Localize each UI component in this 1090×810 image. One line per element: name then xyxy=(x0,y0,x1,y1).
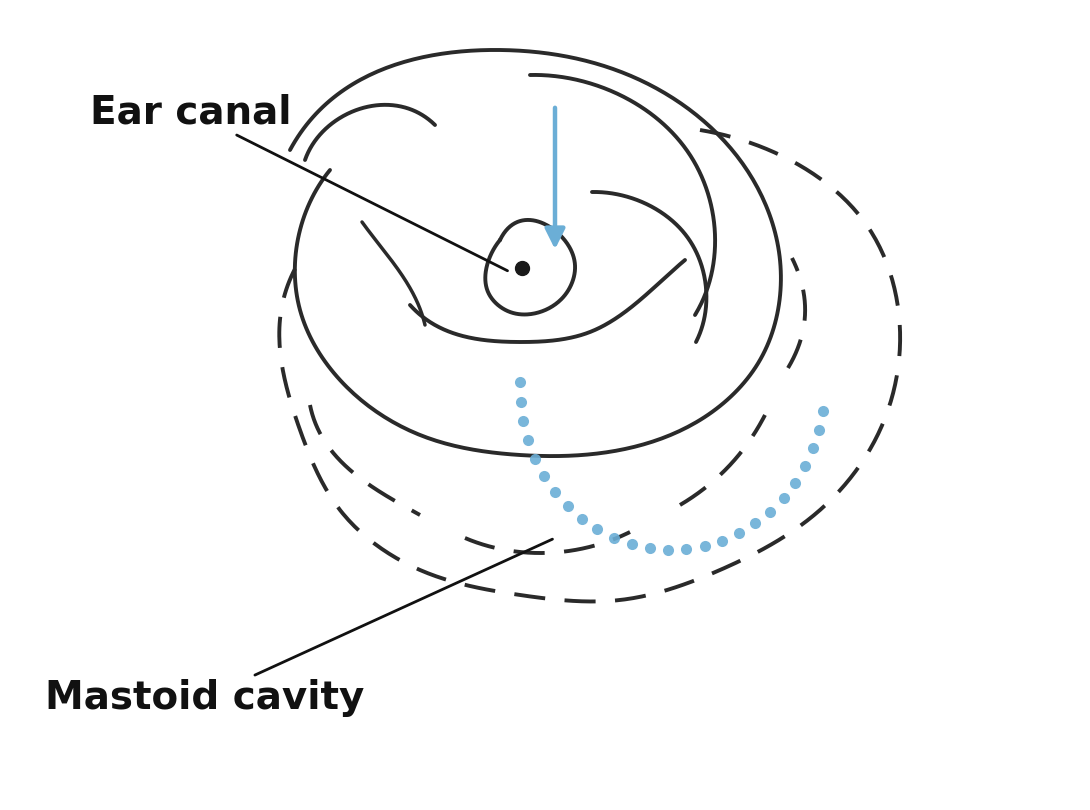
Text: Ear canal: Ear canal xyxy=(90,93,508,271)
Text: Mastoid cavity: Mastoid cavity xyxy=(45,539,553,717)
